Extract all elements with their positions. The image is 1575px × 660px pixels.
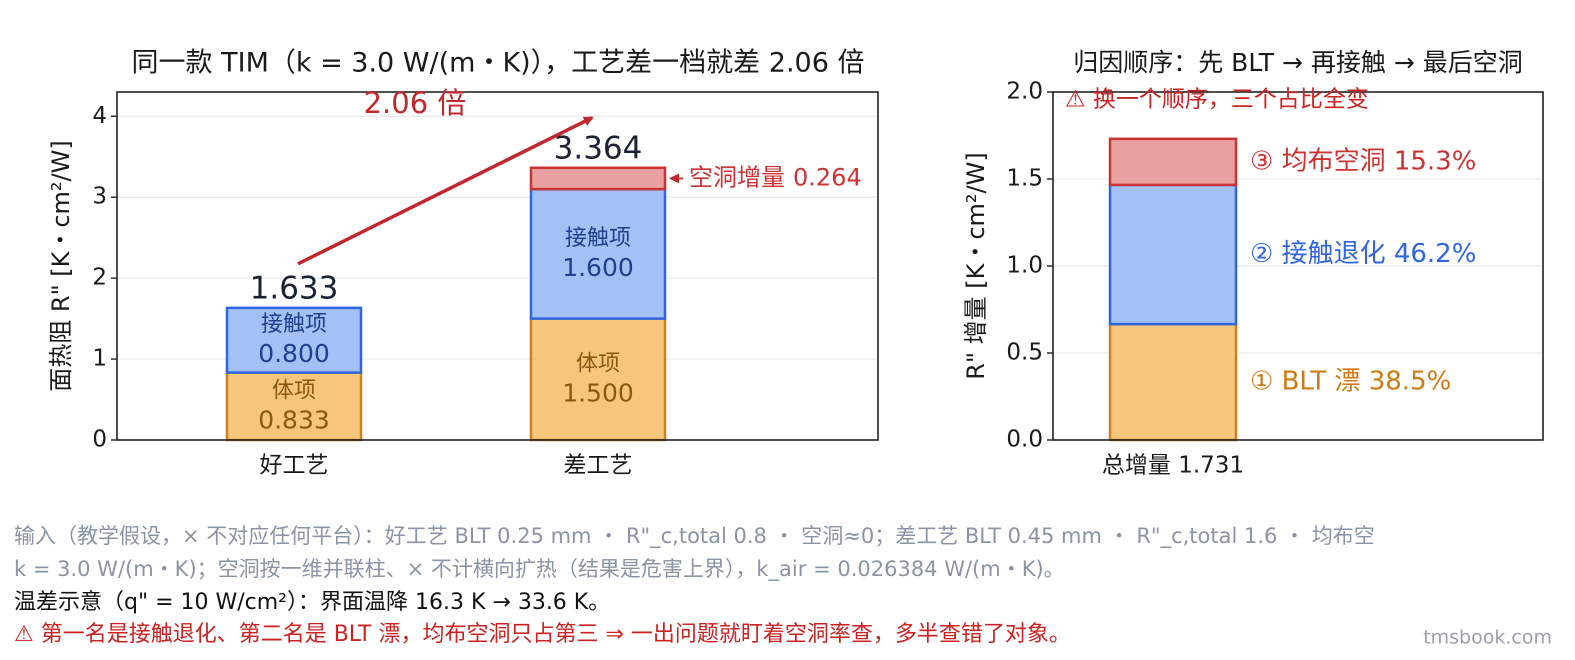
y-tick-label: 2.0 (1006, 79, 1043, 105)
y-tick-label: 1 (92, 346, 107, 372)
y-tick-label: 1.0 (1006, 253, 1043, 279)
x-tick-label: 总增量 1.731 (1102, 453, 1244, 479)
watermark: tmsbook.com (1423, 627, 1552, 649)
warning-line: ⚠ 第一名是接触退化、第二名是 BLT 漂，均布空洞只占第三 ⇒ 一出问题就盯着… (14, 622, 1071, 647)
bar-segment (1108, 137, 1238, 187)
total-label: 1.633 (250, 270, 339, 306)
segment-name: 体项 (272, 378, 316, 403)
y-tick-label: 0.0 (1006, 427, 1043, 453)
total-label: 3.364 (554, 130, 643, 166)
y-tick-label: 3 (92, 184, 107, 210)
bar-segment (1108, 322, 1238, 442)
bar-segment (225, 306, 363, 374)
y-axis-label: 面热阻 R" [K・cm²/W] (47, 140, 75, 391)
chart-title: 归因顺序：先 BLT → 再接触 → 最后空洞 (1073, 48, 1523, 77)
segment-label: ① BLT 漂 38.5% (1250, 367, 1451, 397)
value-label: 0.833 (258, 405, 330, 434)
value-label: 1.600 (562, 253, 634, 282)
segment-label: ② 接触退化 46.2% (1250, 239, 1476, 269)
x-tick-label: 好工艺 (260, 453, 329, 479)
y-axis-label: R" 增量 [K・cm²/W] (962, 152, 990, 379)
segment-name: 接触项 (565, 226, 631, 251)
note-line: k = 3.0 W/(m・K)；空洞按一维并联柱、× 不计横向扩热（结果是危害上… (14, 557, 1065, 582)
value-label: 0.800 (258, 339, 330, 368)
segment-label: ③ 均布空洞 15.3% (1250, 146, 1476, 176)
example-line: 温差示意（q" = 10 W/cm²）：界面温降 16.3 K → 33.6 K… (14, 590, 610, 615)
void-annotation: 空洞增量 0.264 (689, 163, 862, 191)
ratio-arrow (297, 116, 594, 266)
y-tick-label: 4 (92, 103, 107, 129)
plot-frame (1052, 91, 1544, 441)
y-tick-label: 1.5 (1006, 166, 1043, 192)
bar-segment (529, 187, 667, 320)
x-tick-label: 差工艺 (564, 453, 633, 479)
plot-frame (116, 91, 879, 441)
bar-segment (1108, 183, 1238, 326)
y-tick-label: 2 (92, 265, 107, 291)
y-tick-label: 0 (92, 427, 107, 453)
value-label: 0.264 (793, 163, 862, 191)
chart-title: 同一款 TIM（k = 3.0 W/(m・K)），工艺差一档就差 2.06 倍 (132, 48, 865, 79)
segment-name: 空洞增量 (689, 163, 785, 191)
ratio-annotation: 2.06 倍 (364, 86, 467, 120)
y-tick-label: 0.5 (1006, 340, 1043, 366)
bar-segment (529, 166, 667, 191)
note-line: 输入（教学假设，× 不对应任何平台）：好工艺 BLT 0.25 mm ・ R"_… (14, 524, 1375, 549)
segment-name: 接触项 (261, 312, 327, 337)
segment-name: 体项 (576, 351, 620, 376)
value-label: 1.500 (562, 378, 634, 407)
order-warning: ⚠ 换一个顺序，三个占比全变 (1065, 87, 1369, 113)
